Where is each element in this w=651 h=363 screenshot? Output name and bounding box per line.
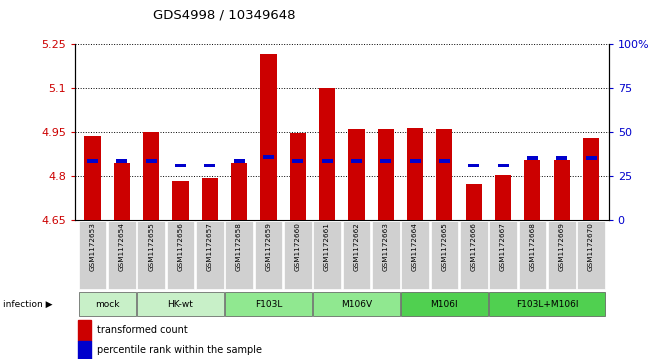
Text: mock: mock <box>95 299 119 309</box>
Bar <box>497 164 508 167</box>
FancyBboxPatch shape <box>460 221 488 289</box>
FancyBboxPatch shape <box>255 221 283 289</box>
Text: F103L+M106I: F103L+M106I <box>516 299 578 309</box>
Bar <box>527 156 538 160</box>
Bar <box>351 159 362 163</box>
Bar <box>583 138 599 220</box>
Text: GSM1172669: GSM1172669 <box>559 223 565 272</box>
Text: GSM1172656: GSM1172656 <box>178 223 184 272</box>
Text: GSM1172657: GSM1172657 <box>207 223 213 272</box>
FancyBboxPatch shape <box>372 221 400 289</box>
FancyBboxPatch shape <box>401 221 429 289</box>
Bar <box>468 164 479 167</box>
Bar <box>409 159 421 163</box>
Bar <box>263 155 274 159</box>
Text: GSM1172660: GSM1172660 <box>295 223 301 272</box>
Bar <box>175 164 186 167</box>
Text: GSM1172661: GSM1172661 <box>324 223 330 272</box>
Text: GSM1172658: GSM1172658 <box>236 223 242 272</box>
FancyBboxPatch shape <box>108 221 135 289</box>
Bar <box>322 159 333 163</box>
Text: GSM1172659: GSM1172659 <box>266 223 271 272</box>
FancyBboxPatch shape <box>196 221 223 289</box>
FancyBboxPatch shape <box>431 221 458 289</box>
FancyBboxPatch shape <box>548 221 575 289</box>
FancyBboxPatch shape <box>225 292 312 316</box>
Text: infection ▶: infection ▶ <box>3 299 53 309</box>
Bar <box>173 181 189 220</box>
Text: GSM1172655: GSM1172655 <box>148 223 154 272</box>
Bar <box>436 129 452 220</box>
FancyBboxPatch shape <box>519 221 546 289</box>
Bar <box>348 129 365 220</box>
Bar <box>117 159 128 163</box>
Bar <box>554 160 570 220</box>
Bar <box>85 136 100 220</box>
FancyBboxPatch shape <box>313 221 341 289</box>
Bar <box>202 178 218 220</box>
Text: GSM1172668: GSM1172668 <box>529 223 535 272</box>
Bar <box>380 159 391 163</box>
Bar <box>378 129 394 220</box>
Text: GSM1172662: GSM1172662 <box>353 223 359 272</box>
FancyBboxPatch shape <box>490 292 605 316</box>
Bar <box>77 321 91 341</box>
Text: percentile rank within the sample: percentile rank within the sample <box>97 345 262 355</box>
Bar <box>439 159 450 163</box>
Text: HK-wt: HK-wt <box>167 299 193 309</box>
Text: GSM1172665: GSM1172665 <box>441 223 447 272</box>
FancyBboxPatch shape <box>167 221 194 289</box>
Text: GDS4998 / 10349648: GDS4998 / 10349648 <box>153 9 296 22</box>
Text: GSM1172667: GSM1172667 <box>500 223 506 272</box>
FancyBboxPatch shape <box>342 221 370 289</box>
Text: GSM1172670: GSM1172670 <box>588 223 594 272</box>
Bar <box>407 127 423 220</box>
FancyBboxPatch shape <box>577 221 605 289</box>
FancyBboxPatch shape <box>401 292 488 316</box>
Bar <box>143 132 159 220</box>
Bar <box>319 88 335 220</box>
Bar <box>290 134 306 220</box>
Text: M106I: M106I <box>430 299 458 309</box>
FancyBboxPatch shape <box>137 292 223 316</box>
Bar <box>495 175 511 220</box>
Text: GSM1172666: GSM1172666 <box>471 223 477 272</box>
Bar <box>292 159 303 163</box>
Bar <box>260 54 277 220</box>
FancyBboxPatch shape <box>490 221 517 289</box>
Bar <box>524 160 540 220</box>
FancyBboxPatch shape <box>79 292 135 316</box>
Text: F103L: F103L <box>255 299 282 309</box>
Bar <box>114 163 130 220</box>
Bar <box>77 341 91 362</box>
FancyBboxPatch shape <box>313 292 400 316</box>
FancyBboxPatch shape <box>284 221 312 289</box>
Bar <box>465 184 482 220</box>
Text: M106V: M106V <box>341 299 372 309</box>
Text: GSM1172663: GSM1172663 <box>383 223 389 272</box>
FancyBboxPatch shape <box>79 221 106 289</box>
Text: GSM1172654: GSM1172654 <box>118 223 125 272</box>
Bar <box>585 156 597 160</box>
FancyBboxPatch shape <box>137 221 165 289</box>
FancyBboxPatch shape <box>225 221 253 289</box>
Bar <box>556 156 567 160</box>
Bar <box>87 159 98 163</box>
Bar <box>146 159 157 163</box>
Text: GSM1172664: GSM1172664 <box>412 223 418 272</box>
Bar <box>204 164 215 167</box>
Text: transformed count: transformed count <box>97 325 188 335</box>
Bar <box>231 163 247 220</box>
Text: GSM1172653: GSM1172653 <box>89 223 96 272</box>
Bar <box>234 159 245 163</box>
